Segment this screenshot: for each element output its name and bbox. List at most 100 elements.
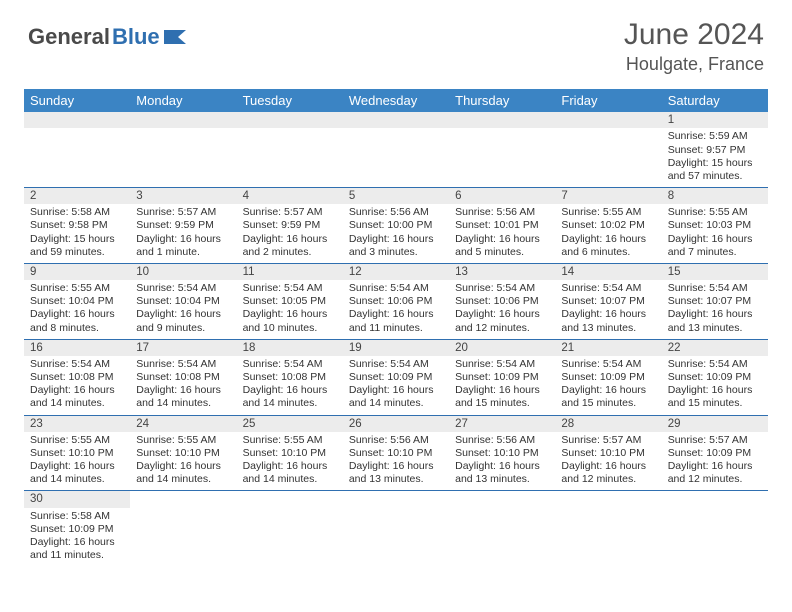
day-detail-line: Daylight: 16 hours	[243, 384, 337, 397]
day-number-cell	[24, 112, 130, 128]
day-content-cell: Sunrise: 5:58 AMSunset: 9:58 PMDaylight:…	[24, 204, 130, 263]
day-content-cell: Sunrise: 5:57 AMSunset: 9:59 PMDaylight:…	[130, 204, 236, 263]
day-number-cell: 26	[343, 415, 449, 432]
day-detail-line: Daylight: 15 hours	[668, 157, 762, 170]
day-content-cell: Sunrise: 5:54 AMSunset: 10:08 PMDaylight…	[130, 356, 236, 415]
day-content-cell: Sunrise: 5:56 AMSunset: 10:10 PMDaylight…	[343, 432, 449, 491]
day-detail-line: Daylight: 16 hours	[455, 384, 549, 397]
day-content-cell: Sunrise: 5:57 AMSunset: 10:10 PMDaylight…	[555, 432, 661, 491]
day-number-cell: 11	[237, 263, 343, 280]
weekday-header: Tuesday	[237, 89, 343, 112]
day-detail-line: and 14 minutes.	[30, 397, 124, 410]
day-detail-line: Sunrise: 5:56 AM	[455, 206, 549, 219]
title-block: June 2024 Houlgate, France	[624, 18, 764, 75]
day-number-cell: 10	[130, 263, 236, 280]
day-detail-line: Daylight: 16 hours	[243, 308, 337, 321]
day-detail-line: Daylight: 16 hours	[561, 233, 655, 246]
day-detail-line: and 10 minutes.	[243, 322, 337, 335]
day-detail-line: Sunrise: 5:58 AM	[30, 510, 124, 523]
day-number-cell: 14	[555, 263, 661, 280]
day-detail-line: Sunrise: 5:54 AM	[243, 358, 337, 371]
day-content-cell: Sunrise: 5:55 AMSunset: 10:10 PMDaylight…	[24, 432, 130, 491]
day-detail-line: Sunset: 10:04 PM	[30, 295, 124, 308]
day-detail-line: Sunset: 10:07 PM	[668, 295, 762, 308]
day-detail-line: Sunset: 10:09 PM	[561, 371, 655, 384]
weekday-header: Sunday	[24, 89, 130, 112]
day-detail-line: Sunset: 10:06 PM	[349, 295, 443, 308]
day-detail-line: and 5 minutes.	[455, 246, 549, 259]
day-content-cell	[449, 128, 555, 187]
day-detail-line: Daylight: 16 hours	[349, 308, 443, 321]
weekday-header: Monday	[130, 89, 236, 112]
day-detail-line: and 14 minutes.	[136, 397, 230, 410]
day-detail-line: Sunset: 9:57 PM	[668, 144, 762, 157]
day-number-cell	[130, 491, 236, 508]
day-detail-line: Daylight: 16 hours	[30, 536, 124, 549]
day-detail-line: and 9 minutes.	[136, 322, 230, 335]
day-content-cell	[237, 508, 343, 567]
day-detail-line: Sunrise: 5:57 AM	[668, 434, 762, 447]
day-detail-line: Daylight: 16 hours	[668, 308, 762, 321]
day-detail-line: Sunrise: 5:54 AM	[561, 282, 655, 295]
day-number-cell: 9	[24, 263, 130, 280]
day-detail-line: Sunset: 10:02 PM	[561, 219, 655, 232]
day-detail-line: Sunrise: 5:54 AM	[136, 358, 230, 371]
day-detail-line: Daylight: 16 hours	[136, 308, 230, 321]
day-detail-line: Daylight: 16 hours	[455, 233, 549, 246]
day-number-row: 9101112131415	[24, 263, 768, 280]
day-content-cell: Sunrise: 5:58 AMSunset: 10:09 PMDaylight…	[24, 508, 130, 567]
day-detail-line: and 15 minutes.	[561, 397, 655, 410]
day-number-cell: 1	[662, 112, 768, 128]
day-number-cell: 12	[343, 263, 449, 280]
day-detail-line: Sunset: 10:01 PM	[455, 219, 549, 232]
day-number-cell	[449, 112, 555, 128]
day-number-cell	[130, 112, 236, 128]
month-title: June 2024	[624, 18, 764, 52]
day-detail-line: and 8 minutes.	[30, 322, 124, 335]
day-detail-line: Sunset: 10:09 PM	[30, 523, 124, 536]
day-number-cell	[237, 112, 343, 128]
day-content-cell: Sunrise: 5:57 AMSunset: 9:59 PMDaylight:…	[237, 204, 343, 263]
day-content-cell	[449, 508, 555, 567]
day-detail-line: and 15 minutes.	[668, 397, 762, 410]
day-number-cell: 21	[555, 339, 661, 356]
day-detail-line: Sunset: 10:10 PM	[349, 447, 443, 460]
location: Houlgate, France	[624, 54, 764, 75]
day-detail-line: Daylight: 16 hours	[136, 460, 230, 473]
day-detail-line: and 13 minutes.	[349, 473, 443, 486]
day-detail-line: Sunrise: 5:55 AM	[136, 434, 230, 447]
day-detail-line: and 6 minutes.	[561, 246, 655, 259]
day-detail-line: Sunset: 9:58 PM	[30, 219, 124, 232]
day-content-cell	[662, 508, 768, 567]
day-content-cell	[24, 128, 130, 187]
day-detail-line: Daylight: 16 hours	[243, 460, 337, 473]
day-detail-line: and 13 minutes.	[561, 322, 655, 335]
day-detail-line: and 11 minutes.	[30, 549, 124, 562]
day-content-cell: Sunrise: 5:54 AMSunset: 10:09 PMDaylight…	[343, 356, 449, 415]
weekday-header-row: SundayMondayTuesdayWednesdayThursdayFrid…	[24, 89, 768, 112]
day-detail-line: Sunrise: 5:56 AM	[455, 434, 549, 447]
day-content-cell: Sunrise: 5:54 AMSunset: 10:08 PMDaylight…	[24, 356, 130, 415]
day-detail-line: and 1 minute.	[136, 246, 230, 259]
day-content-row: Sunrise: 5:59 AMSunset: 9:57 PMDaylight:…	[24, 128, 768, 187]
day-number-cell: 28	[555, 415, 661, 432]
day-detail-line: Sunrise: 5:54 AM	[455, 358, 549, 371]
day-number-cell	[237, 491, 343, 508]
day-detail-line: Sunset: 10:09 PM	[349, 371, 443, 384]
day-detail-line: Sunset: 10:00 PM	[349, 219, 443, 232]
day-detail-line: and 2 minutes.	[243, 246, 337, 259]
day-content-cell: Sunrise: 5:54 AMSunset: 10:06 PMDaylight…	[449, 280, 555, 339]
day-detail-line: Daylight: 16 hours	[561, 384, 655, 397]
day-detail-line: Sunset: 10:05 PM	[243, 295, 337, 308]
day-detail-line: Sunset: 10:03 PM	[668, 219, 762, 232]
day-detail-line: Sunrise: 5:54 AM	[349, 358, 443, 371]
day-number-cell	[343, 491, 449, 508]
day-number-cell: 2	[24, 187, 130, 204]
day-number-cell: 5	[343, 187, 449, 204]
day-detail-line: and 14 minutes.	[349, 397, 443, 410]
day-content-cell: Sunrise: 5:56 AMSunset: 10:10 PMDaylight…	[449, 432, 555, 491]
day-detail-line: Sunset: 10:08 PM	[243, 371, 337, 384]
day-content-row: Sunrise: 5:54 AMSunset: 10:08 PMDaylight…	[24, 356, 768, 415]
day-detail-line: Sunrise: 5:58 AM	[30, 206, 124, 219]
day-content-row: Sunrise: 5:58 AMSunset: 9:58 PM Daylight:…	[24, 204, 768, 263]
